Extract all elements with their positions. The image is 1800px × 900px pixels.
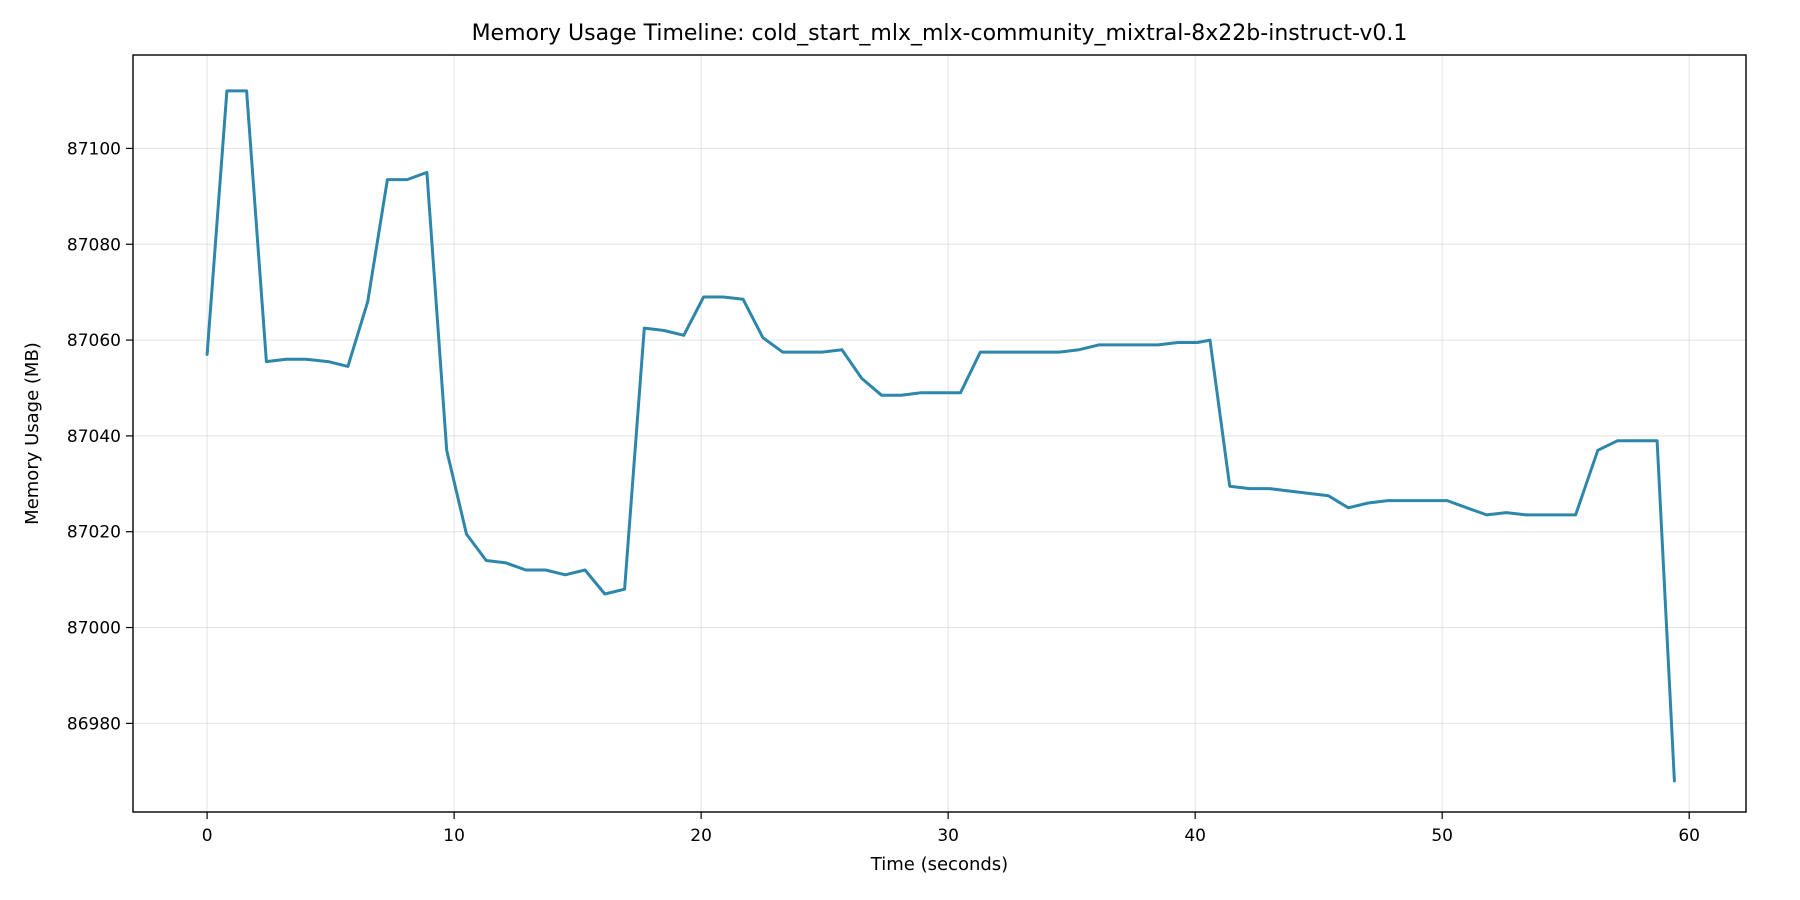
y-tick-label: 87020 (67, 523, 121, 543)
y-tick-label: 87060 (67, 331, 121, 351)
x-tick-label: 50 (1431, 826, 1453, 846)
y-tick-label: 87100 (67, 139, 121, 159)
y-tick-label: 86980 (67, 714, 121, 734)
x-tick-label: 0 (202, 826, 213, 846)
y-tick-label: 87040 (67, 427, 121, 447)
plot-area-frame (132, 54, 1747, 813)
x-tick-label: 20 (690, 826, 712, 846)
memory-usage-series-line (205, 89, 1676, 783)
x-tick-label: 10 (443, 826, 465, 846)
x-tick-label: 60 (1678, 826, 1700, 846)
chart-title: Memory Usage Timeline: cold_start_mlx_ml… (472, 21, 1408, 46)
y-tick-label: 87080 (67, 235, 121, 255)
x-tick-label: 40 (1184, 826, 1206, 846)
y-tick-label: 87000 (67, 619, 121, 639)
grid-lines (133, 55, 1746, 812)
x-axis-ticks: 0 10 20 30 40 50 60 (202, 812, 1700, 846)
x-axis-label: Time (seconds) (870, 854, 1008, 875)
x-tick-label: 30 (937, 826, 959, 846)
y-axis-ticks: 86980 87000 87020 87040 87060 87080 87100 (67, 139, 133, 734)
y-axis-label: Memory Usage (MB) (22, 342, 43, 525)
